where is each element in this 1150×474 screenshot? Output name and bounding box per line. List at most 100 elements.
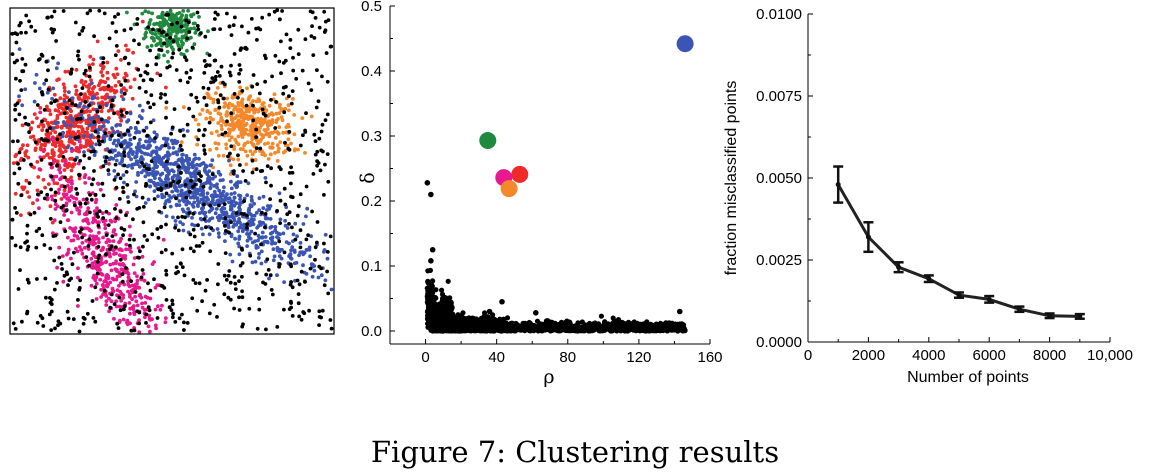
background-point bbox=[120, 113, 124, 117]
magenta-cluster-point bbox=[142, 278, 147, 283]
background-point bbox=[74, 187, 78, 191]
background-point bbox=[101, 56, 106, 61]
background-point bbox=[164, 159, 169, 164]
red-cluster-point bbox=[39, 142, 44, 147]
magenta-cluster-point bbox=[127, 294, 132, 299]
blue-cluster-point bbox=[174, 203, 179, 208]
background-point bbox=[119, 109, 124, 114]
blue-cluster-point bbox=[261, 194, 266, 199]
magenta-cluster-point bbox=[124, 242, 129, 247]
green-cluster-point bbox=[188, 26, 193, 31]
background-point bbox=[164, 268, 169, 273]
blue-cluster-point bbox=[214, 207, 219, 211]
background-point bbox=[287, 94, 291, 99]
orange-cluster-point bbox=[230, 103, 235, 108]
blue-cluster-point bbox=[210, 158, 215, 163]
blue-cluster-point bbox=[171, 146, 176, 150]
background-point bbox=[139, 275, 144, 280]
background-point bbox=[304, 237, 309, 242]
blue-cluster-point bbox=[130, 152, 135, 157]
green-cluster-point bbox=[144, 30, 149, 35]
background-point bbox=[264, 272, 269, 277]
background-point bbox=[127, 243, 132, 248]
background-point bbox=[238, 263, 243, 268]
blue-cluster-point bbox=[236, 229, 241, 234]
background-point bbox=[176, 270, 181, 274]
background-point bbox=[169, 308, 174, 312]
background-point bbox=[124, 266, 128, 270]
blue-cluster-point bbox=[133, 189, 138, 194]
red-cluster-point bbox=[83, 144, 88, 149]
blue-cluster-point bbox=[197, 211, 202, 216]
data-point bbox=[504, 315, 511, 321]
red-cluster-point bbox=[79, 125, 84, 129]
background-point bbox=[13, 206, 17, 210]
background-point bbox=[114, 29, 118, 34]
background-point bbox=[223, 251, 228, 256]
background-point bbox=[78, 158, 82, 163]
background-point bbox=[144, 312, 149, 317]
blue-cluster-point bbox=[295, 234, 299, 239]
red-cluster-point bbox=[19, 146, 24, 151]
background-point bbox=[101, 193, 106, 198]
red-cluster-point bbox=[101, 65, 106, 69]
background-point bbox=[229, 33, 234, 37]
green-cluster-point bbox=[160, 10, 165, 15]
background-point bbox=[185, 321, 190, 325]
cluster-scatter-panel bbox=[9, 7, 335, 335]
background-point bbox=[27, 19, 31, 24]
magenta-cluster-point bbox=[154, 326, 159, 331]
red-cluster-point bbox=[72, 141, 77, 146]
background-point bbox=[228, 280, 233, 285]
red-cluster-point bbox=[78, 120, 83, 124]
background-point bbox=[73, 203, 77, 208]
background-point bbox=[159, 250, 164, 255]
red-cluster-point bbox=[55, 124, 60, 129]
background-point bbox=[112, 178, 117, 182]
background-point bbox=[35, 103, 40, 107]
blue-cluster-point bbox=[136, 142, 141, 147]
blue-cluster-point bbox=[255, 225, 259, 230]
red-cluster-point bbox=[91, 57, 96, 62]
background-point bbox=[179, 261, 183, 266]
blue-cluster-point bbox=[208, 163, 213, 168]
magenta-cluster-point bbox=[56, 191, 61, 195]
background-point bbox=[95, 259, 100, 264]
red-cluster-point bbox=[13, 154, 18, 159]
blue-cluster-point bbox=[181, 163, 186, 168]
background-point bbox=[122, 91, 127, 96]
background-point bbox=[322, 241, 326, 246]
magenta-cluster-point bbox=[140, 301, 144, 306]
background-point bbox=[173, 225, 178, 230]
blue-cluster-point bbox=[250, 260, 255, 265]
blue-cluster-point bbox=[148, 143, 153, 148]
background-point bbox=[313, 16, 318, 20]
background-point bbox=[214, 74, 218, 79]
red-cluster-point bbox=[131, 50, 136, 55]
blue-cluster-point bbox=[135, 162, 140, 167]
blue-cluster-point bbox=[148, 179, 153, 184]
blue-cluster-point bbox=[198, 193, 203, 197]
magenta-cluster-point bbox=[82, 233, 87, 237]
background-point bbox=[137, 206, 142, 210]
magenta-cluster-point bbox=[69, 210, 74, 215]
background-point bbox=[18, 21, 23, 25]
background-point bbox=[325, 269, 329, 274]
background-point bbox=[25, 309, 30, 314]
blue-cluster-point bbox=[298, 250, 303, 255]
blue-cluster-point bbox=[79, 113, 84, 118]
background-point bbox=[62, 111, 67, 116]
background-point bbox=[251, 103, 255, 108]
orange-cluster-point bbox=[226, 105, 231, 110]
red-cluster-point bbox=[107, 116, 111, 120]
magenta-cluster-point bbox=[60, 254, 65, 258]
magenta-cluster-point bbox=[137, 330, 142, 335]
background-point bbox=[200, 299, 205, 304]
orange-cluster-point bbox=[303, 151, 307, 155]
blue-cluster-point bbox=[261, 206, 266, 211]
magenta-cluster-point bbox=[92, 209, 97, 214]
green-cluster-point bbox=[175, 30, 180, 35]
background-point bbox=[145, 238, 150, 243]
background-point bbox=[18, 78, 22, 83]
red-cluster-point bbox=[88, 109, 92, 114]
